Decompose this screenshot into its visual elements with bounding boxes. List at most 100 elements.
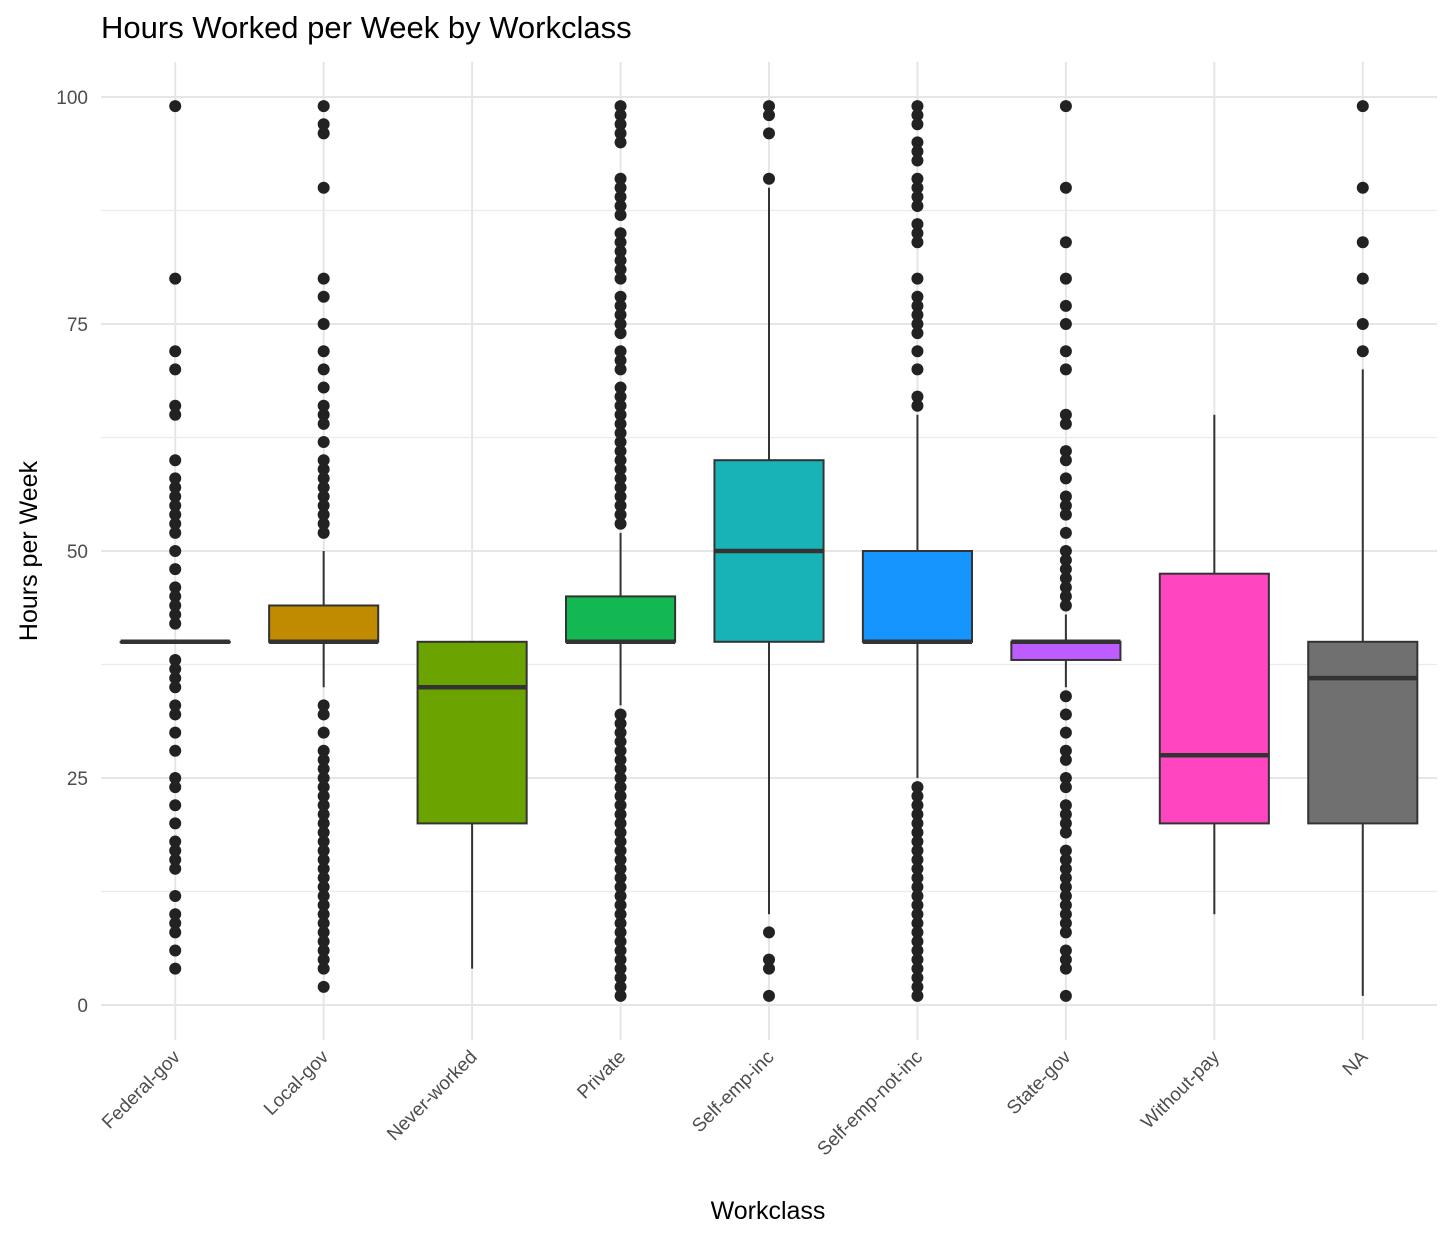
outlier-point bbox=[169, 817, 182, 830]
outlier-point bbox=[317, 463, 330, 476]
box-layer: Federal-gov Local-gov Never-worked Private S… bbox=[98, 100, 1419, 1160]
outlier-point bbox=[1356, 181, 1369, 194]
outlier-point bbox=[614, 381, 627, 394]
outlier-point bbox=[1059, 871, 1072, 884]
outlier-point bbox=[763, 953, 775, 966]
outlier-point bbox=[169, 917, 182, 930]
outlier-point bbox=[614, 726, 627, 739]
outlier-point bbox=[614, 481, 627, 494]
outlier-point bbox=[911, 181, 924, 194]
outlier-point bbox=[1059, 181, 1072, 194]
outlier-point bbox=[1356, 236, 1369, 249]
outlier-point bbox=[317, 799, 330, 812]
outlier-point bbox=[1059, 708, 1072, 721]
outlier-point bbox=[1059, 753, 1072, 766]
outlier-point bbox=[169, 590, 182, 603]
outlier-point bbox=[1059, 417, 1072, 430]
outlier-point bbox=[614, 835, 627, 848]
outlier-point bbox=[614, 980, 627, 993]
outlier-point bbox=[614, 426, 627, 439]
outlier-point bbox=[317, 880, 330, 893]
axis-layer: Hours per Week Workclass bbox=[15, 460, 825, 1225]
outlier-point bbox=[614, 390, 627, 403]
outlier-point bbox=[911, 862, 924, 875]
outlier-point bbox=[1059, 817, 1072, 830]
outlier-point bbox=[169, 944, 182, 957]
outlier-point bbox=[1059, 581, 1072, 594]
outlier-point bbox=[911, 908, 924, 921]
outlier-point bbox=[911, 318, 924, 330]
outlier-point bbox=[911, 299, 924, 312]
outlier-point bbox=[1059, 499, 1072, 512]
x-tick-label: Local-gov bbox=[260, 1046, 333, 1119]
outlier-point bbox=[1059, 908, 1072, 921]
outlier-point bbox=[614, 508, 627, 521]
outlier-point bbox=[614, 917, 627, 930]
outlier-point bbox=[317, 318, 330, 330]
outlier-point bbox=[317, 381, 330, 394]
outlier-point bbox=[169, 781, 182, 794]
outlier-point bbox=[169, 454, 182, 467]
outlier-point bbox=[911, 172, 924, 185]
outlier-point bbox=[911, 109, 924, 122]
outlier-point bbox=[763, 127, 775, 140]
outlier-point bbox=[614, 762, 627, 775]
outlier-point bbox=[614, 735, 627, 748]
outlier-point bbox=[614, 962, 627, 975]
outlier-point bbox=[169, 363, 182, 376]
outlier-point bbox=[169, 581, 182, 594]
outlier-point bbox=[169, 853, 182, 866]
x-tick-label: Self-emp-not-inc bbox=[814, 1047, 927, 1160]
outlier-point bbox=[1059, 100, 1072, 113]
outlier-point bbox=[317, 181, 330, 194]
outlier-point bbox=[763, 926, 775, 939]
x-tick-label: Self-emp-inc bbox=[688, 1047, 778, 1137]
outlier-point bbox=[911, 944, 924, 957]
outlier-point bbox=[911, 190, 924, 203]
outlier-point bbox=[1059, 236, 1072, 249]
outlier-point bbox=[1059, 563, 1072, 576]
box-group: Private bbox=[565, 100, 677, 1103]
outlier-point bbox=[614, 880, 627, 893]
outlier-point bbox=[911, 917, 924, 930]
outlier-point bbox=[169, 608, 182, 621]
outlier-point bbox=[911, 327, 924, 340]
outlier-point bbox=[911, 390, 924, 403]
outlier-point bbox=[911, 871, 924, 884]
outlier-point bbox=[614, 327, 627, 340]
outlier-point bbox=[911, 962, 924, 975]
outlier-point bbox=[1059, 826, 1072, 839]
outlier-point bbox=[911, 145, 924, 158]
outlier-point bbox=[614, 944, 627, 957]
outlier-point bbox=[1059, 545, 1072, 557]
outlier-point bbox=[317, 526, 330, 539]
box bbox=[565, 595, 677, 643]
outlier-point bbox=[317, 899, 330, 912]
outlier-point bbox=[614, 517, 627, 530]
outlier-point bbox=[911, 290, 924, 303]
outlier-point bbox=[169, 490, 182, 503]
outlier-point bbox=[1356, 272, 1369, 285]
outlier-point bbox=[614, 363, 627, 376]
outlier-point bbox=[169, 835, 182, 848]
outlier-point bbox=[614, 826, 627, 839]
outlier-point bbox=[1059, 781, 1072, 794]
outlier-point bbox=[1059, 962, 1072, 975]
outlier-point bbox=[317, 926, 330, 939]
outlier-point bbox=[1059, 345, 1072, 358]
y-tick-label: 50 bbox=[67, 542, 88, 563]
outlier-point bbox=[1356, 318, 1369, 330]
outlier-point bbox=[911, 218, 924, 231]
outlier-point bbox=[317, 408, 330, 421]
outlier-point bbox=[169, 726, 182, 739]
outlier-point bbox=[317, 762, 330, 775]
chart-title: Hours Worked per Week by Workclass bbox=[101, 10, 632, 45]
outlier-point bbox=[614, 354, 627, 367]
outlier-point bbox=[911, 272, 924, 285]
outlier-point bbox=[169, 472, 182, 485]
outlier-point bbox=[911, 363, 924, 376]
outlier-point bbox=[1356, 345, 1369, 358]
outlier-point bbox=[1059, 799, 1072, 812]
outlier-point bbox=[317, 944, 330, 957]
outlier-point bbox=[614, 899, 627, 912]
